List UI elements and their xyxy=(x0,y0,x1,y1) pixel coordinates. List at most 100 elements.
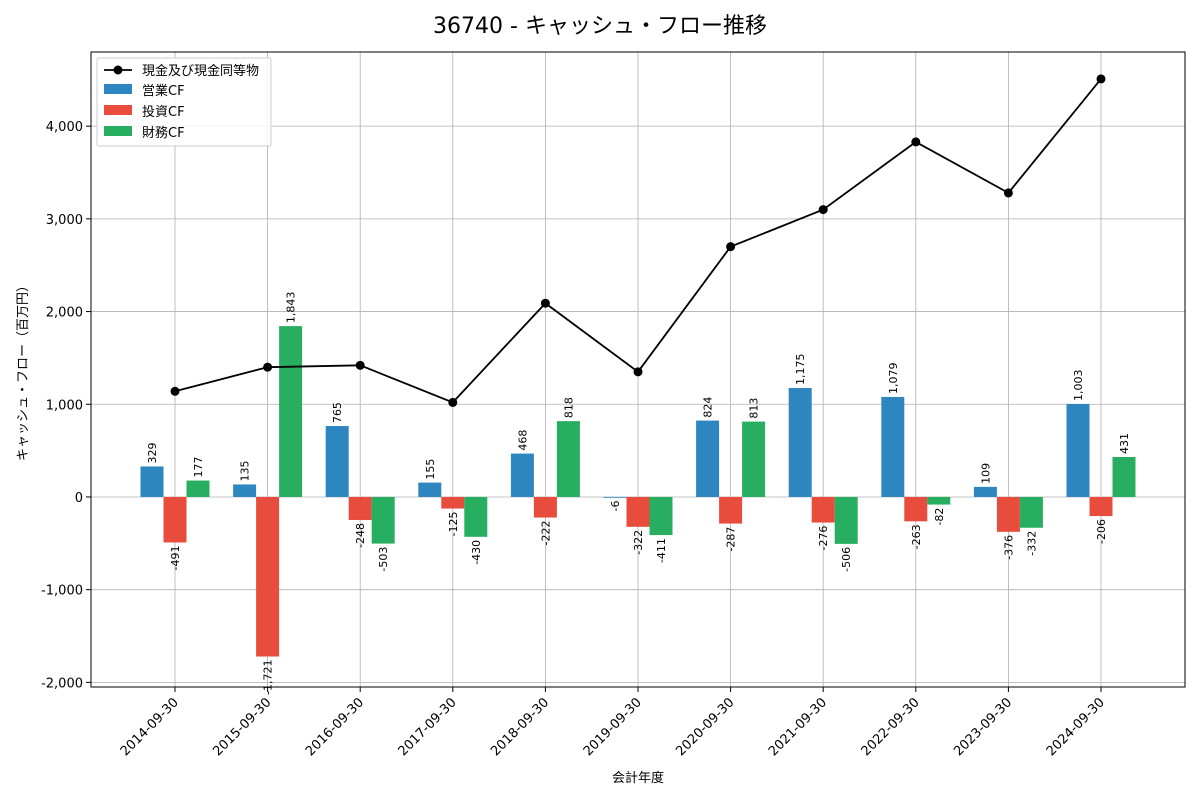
financing-value-label: 813 xyxy=(748,398,761,419)
operating-value-label: 765 xyxy=(331,402,344,423)
x-tick-label: 2019-09-30 xyxy=(581,695,645,759)
investing-bar xyxy=(256,496,280,657)
financing-value-label: 431 xyxy=(1118,433,1131,454)
cash-point xyxy=(911,137,921,147)
investing-bar xyxy=(348,496,372,520)
operating-bar xyxy=(418,482,442,497)
cash-point xyxy=(540,298,550,308)
operating-value-label: 1,003 xyxy=(1072,369,1085,401)
operating-bar xyxy=(696,420,720,497)
x-axis-label: 会計年度 xyxy=(612,770,664,786)
y-tick-label: 4,000 xyxy=(46,120,83,135)
financing-value-label: -430 xyxy=(470,540,483,565)
legend-operating-label: 営業CF xyxy=(142,83,185,99)
investing-value-label: -491 xyxy=(169,545,182,570)
financing-bar xyxy=(1019,496,1043,528)
financing-bar xyxy=(371,496,395,544)
operating-value-label: 1,079 xyxy=(887,362,900,394)
financing-value-label: -503 xyxy=(377,547,390,572)
financing-value-label: 177 xyxy=(192,457,205,478)
cash-point xyxy=(1003,188,1013,198)
y-tick-label: -2,000 xyxy=(41,676,83,691)
x-tick-label: 2016-09-30 xyxy=(303,695,367,759)
operating-value-label: -6 xyxy=(609,501,622,512)
financing-bar xyxy=(742,421,766,497)
x-tick-label: 2022-09-30 xyxy=(859,695,923,759)
investing-value-label: -1,721 xyxy=(262,660,275,695)
operating-value-label: 155 xyxy=(424,459,437,480)
financing-value-label: 818 xyxy=(562,397,575,418)
cash-point xyxy=(726,242,736,252)
legend-box xyxy=(96,57,272,147)
y-tick-label: 2,000 xyxy=(46,306,83,321)
financing-bar xyxy=(1112,457,1136,497)
operating-value-label: 135 xyxy=(239,460,252,481)
operating-bar xyxy=(973,486,997,497)
operating-value-label: 109 xyxy=(979,463,992,484)
investing-value-label: -125 xyxy=(447,512,460,537)
financing-bar xyxy=(279,326,303,497)
operating-bar xyxy=(325,426,349,497)
investing-bar xyxy=(163,496,187,543)
cash-point xyxy=(1096,74,1106,84)
cash-point xyxy=(355,360,365,370)
x-tick-label: 2017-09-30 xyxy=(396,695,460,759)
investing-value-label: -263 xyxy=(910,524,923,549)
legend-cash-marker xyxy=(113,65,123,75)
y-tick-label: -1,000 xyxy=(41,584,83,599)
investing-bar xyxy=(1089,496,1113,517)
financing-value-label: -506 xyxy=(840,547,853,572)
y-tick-label: 1,000 xyxy=(46,398,83,413)
cash-point xyxy=(448,397,458,407)
cash-point xyxy=(818,205,828,215)
legend-financing-swatch xyxy=(104,126,132,136)
investing-value-label: -206 xyxy=(1095,519,1108,544)
legend-operating-swatch xyxy=(104,84,132,94)
y-tick-label: 0 xyxy=(75,491,83,506)
operating-bar xyxy=(1066,403,1090,497)
investing-value-label: -276 xyxy=(817,526,830,551)
operating-value-label: 329 xyxy=(146,442,159,463)
x-tick-label: 2018-09-30 xyxy=(488,695,552,759)
financing-bar xyxy=(464,496,488,537)
investing-bar xyxy=(533,496,557,518)
operating-value-label: 468 xyxy=(516,430,529,451)
operating-value-label: 824 xyxy=(702,397,715,418)
financing-bar xyxy=(649,496,673,536)
x-tick-label: 2024-09-30 xyxy=(1044,695,1108,759)
y-axis-label: キャッシュ・フロー（百万円） xyxy=(16,279,31,461)
x-tick-label: 2014-09-30 xyxy=(118,695,182,759)
operating-bar xyxy=(788,388,812,497)
financing-bar xyxy=(556,421,580,497)
chart-title: 36740 - キャッシュ・フロー推移 xyxy=(433,14,767,39)
operating-bar xyxy=(140,466,164,497)
legend-investing-swatch xyxy=(104,105,132,115)
investing-bar xyxy=(441,496,465,509)
investing-value-label: -248 xyxy=(354,523,367,548)
investing-value-label: -376 xyxy=(1002,535,1015,560)
legend-financing-label: 財務CF xyxy=(142,126,185,141)
x-tick-label: 2020-09-30 xyxy=(673,695,737,759)
investing-bar xyxy=(811,496,835,523)
cash-point xyxy=(263,362,273,372)
investing-value-label: -287 xyxy=(725,527,738,552)
investing-bar xyxy=(996,496,1020,532)
financing-bar xyxy=(834,496,858,544)
cash-point xyxy=(170,386,180,396)
financing-value-label: 1,843 xyxy=(285,292,298,324)
financing-value-label: -332 xyxy=(1025,531,1038,556)
legend: 現金及び現金同等物 営業CF 投資CF 財務CF xyxy=(96,57,272,147)
investing-value-label: -222 xyxy=(539,521,552,546)
financing-bar xyxy=(927,496,951,505)
operating-bar xyxy=(881,396,905,497)
investing-bar xyxy=(626,496,650,527)
operating-bar xyxy=(233,484,257,497)
cash-point xyxy=(633,367,643,377)
investing-bar xyxy=(904,496,928,522)
operating-bar xyxy=(603,496,627,498)
y-tick-label: 3,000 xyxy=(46,213,83,228)
operating-bar xyxy=(510,453,534,497)
financing-bar xyxy=(186,480,210,497)
